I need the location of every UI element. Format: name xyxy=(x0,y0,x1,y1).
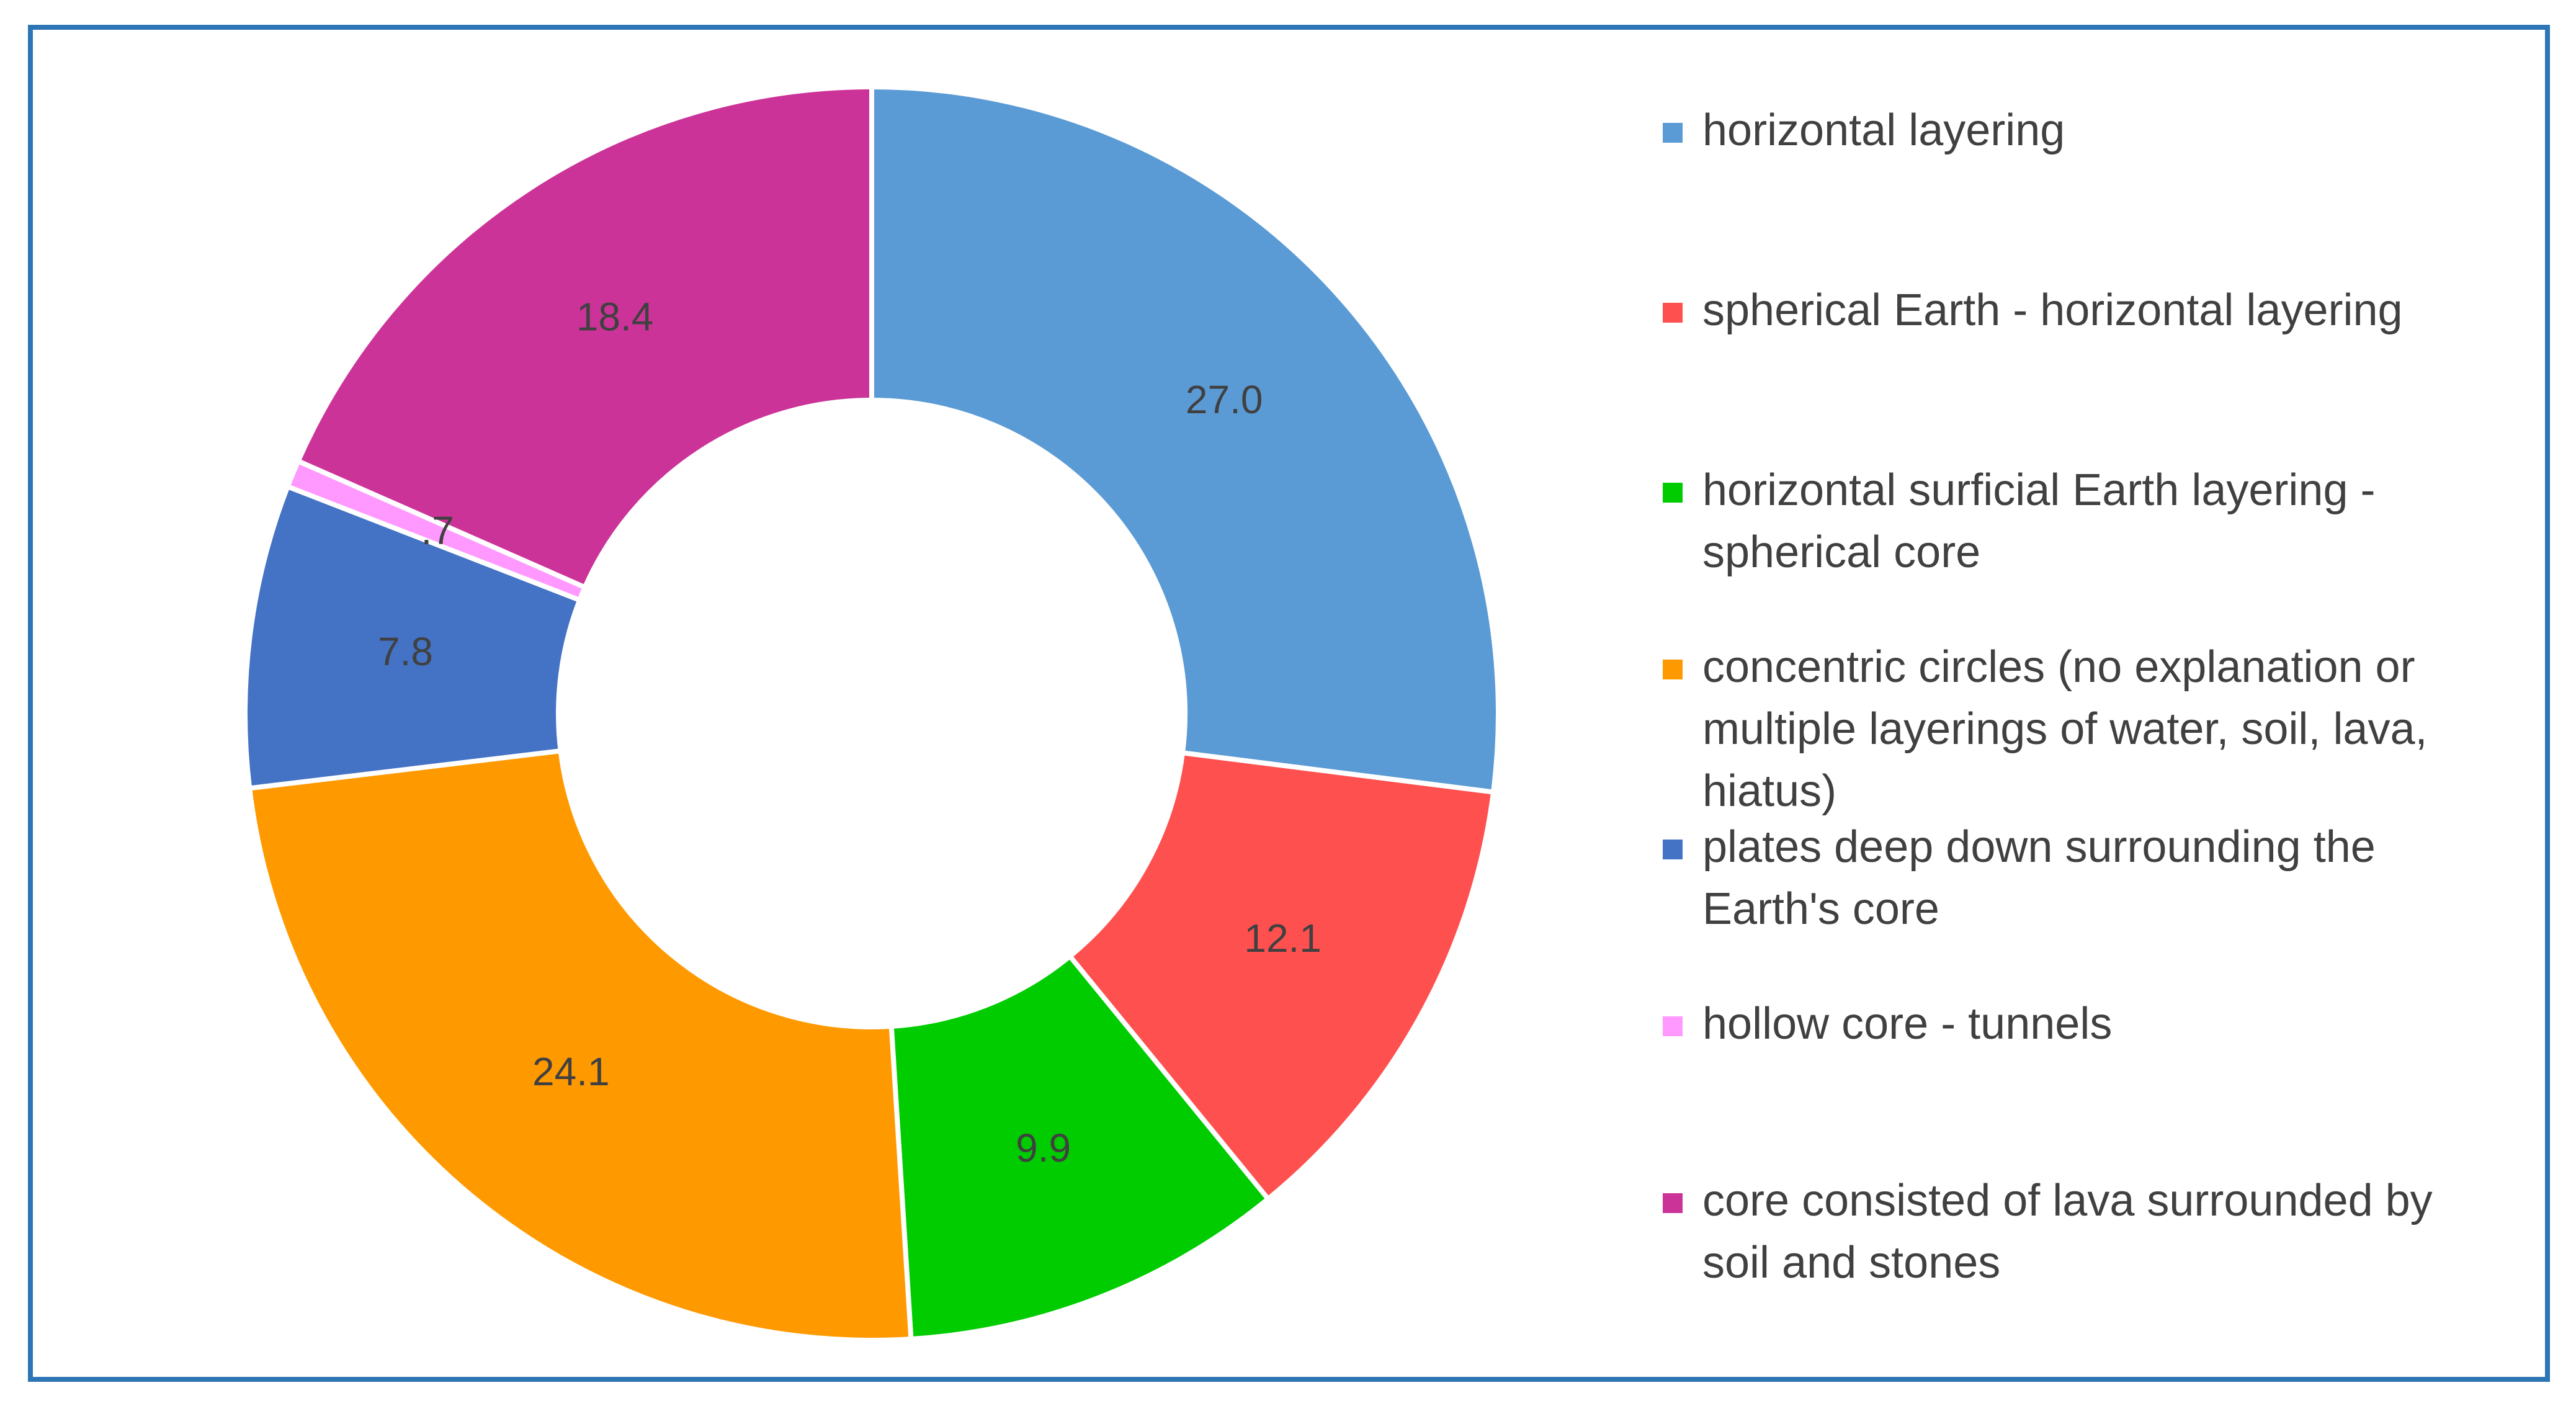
data-label: 7.8 xyxy=(378,629,433,674)
legend-item: plates deep down surrounding the Earth's… xyxy=(1663,816,2519,940)
legend: horizontal layering spherical Earth - ho… xyxy=(1663,99,2519,1309)
data-label: .7 xyxy=(421,508,454,553)
legend-item: core consisted of lava surrounded by soi… xyxy=(1663,1170,2519,1294)
legend-item: hollow core - tunnels xyxy=(1663,993,2519,1055)
data-label: 9.9 xyxy=(1016,1126,1071,1170)
legend-swatch xyxy=(1663,1193,1683,1213)
legend-label: concentric circles (no explanation or mu… xyxy=(1702,642,2428,816)
donut-slice xyxy=(295,84,874,591)
donut-slice xyxy=(869,84,1501,795)
donut-slice xyxy=(243,483,583,791)
legend-label: hollow core - tunnels xyxy=(1702,999,2113,1049)
legend-item: concentric circles (no explanation or mu… xyxy=(1663,636,2519,822)
legend-item: horizontal layering xyxy=(1663,99,2519,161)
donut-slice xyxy=(246,748,914,1343)
legend-swatch xyxy=(1663,483,1683,503)
legend-swatch xyxy=(1663,660,1683,679)
data-label: 12.1 xyxy=(1244,916,1322,961)
legend-swatch xyxy=(1663,840,1683,859)
legend-label: plates deep down surrounding the Earth's… xyxy=(1702,822,2376,934)
legend-item: spherical Earth - horizontal layering xyxy=(1663,279,2519,341)
legend-swatch xyxy=(1663,123,1683,143)
data-label: 24.1 xyxy=(532,1049,610,1094)
data-labels: 27.0 12.1 9.9 24.1 7.8 .7 18.4 xyxy=(378,294,1322,1170)
legend-label: horizontal layering xyxy=(1702,105,2065,155)
legend-item: horizontal surficial Earth layering - sp… xyxy=(1663,459,2519,583)
donut-slices xyxy=(243,84,1501,1343)
legend-label: horizontal surficial Earth layering - sp… xyxy=(1702,465,2376,577)
legend-label: core consisted of lava surrounded by soi… xyxy=(1702,1176,2433,1288)
legend-label: spherical Earth - horizontal layering xyxy=(1702,285,2403,335)
donut-slice xyxy=(1066,750,1496,1203)
legend-swatch xyxy=(1663,303,1683,323)
legend-swatch xyxy=(1663,1016,1683,1036)
data-label: 27.0 xyxy=(1186,377,1263,422)
donut-slice xyxy=(888,952,1272,1342)
data-label: 18.4 xyxy=(576,294,654,339)
